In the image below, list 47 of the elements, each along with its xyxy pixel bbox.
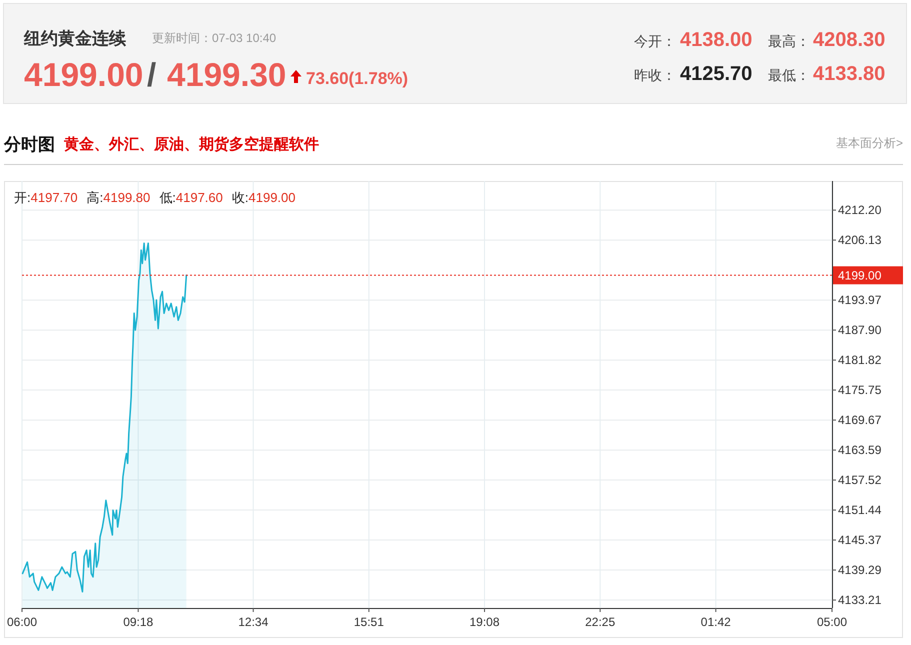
annotation: 4199.80 [103,190,150,205]
text: 73.60(1.78%) [306,69,408,88]
text: 4138.00 [680,29,752,51]
y-tick-label: 4163.59 [838,443,882,458]
text: 最低： [768,67,810,83]
text: 最高： [768,33,810,49]
annotation: 低: [159,190,176,205]
annotation: 4197.70 [30,190,78,205]
x-tick-label: 12:34 [238,615,269,629]
text: 今开： [634,33,676,49]
y-tick-label: 4145.37 [838,533,882,548]
chart-title: 纽约黄金连续 [23,29,127,48]
x-tick-label: 19:08 [470,615,500,629]
annotation: 开: [14,190,31,205]
text: 4199.00 [24,56,144,93]
x-tick-label: 15:51 [354,615,384,629]
x-tick-label: 09:18 [123,615,154,629]
annotation: 4199.00 [248,190,296,205]
text: 4199.30 [167,56,286,93]
y-tick-label: 4157.52 [838,473,882,488]
y-tick-label: 4212.20 [838,203,882,218]
text: 分时图 [3,135,55,154]
text: 4133.80 [813,63,886,85]
text: 4125.70 [680,63,752,85]
y-tick-label: 4169.67 [838,413,882,428]
y-tick-label: 4206.13 [838,233,882,248]
y-tick-label: 4181.82 [838,353,882,368]
y-tick-label: 4133.21 [838,593,882,608]
x-tick-label: 05:00 [816,615,848,629]
ref-line-label: 4199.00 [838,268,882,282]
text: 基本面分析> [836,136,903,150]
annotation: 收: [232,190,248,205]
text: 昨收： [634,67,676,83]
annotation: 高: [86,190,104,205]
x-tick-label: 01:42 [700,615,732,629]
y-tick-label: 4175.75 [838,383,882,398]
text: / [147,56,156,93]
chart-subtitle: 更新时间：07-03 10:40 [152,31,276,45]
x-tick-label: 06:00 [6,615,38,629]
text: 黄金、外汇、原油、期货多空提醒软件 [63,135,319,153]
text: 4208.30 [813,29,886,51]
x-tick-label: 22:25 [585,615,616,629]
y-tick-label: 4187.90 [838,323,882,338]
y-tick-label: 4139.29 [838,563,882,578]
y-tick-label: 4151.44 [838,503,882,518]
y-tick-label: 4193.97 [838,293,882,308]
annotation: 4197.60 [176,190,223,205]
